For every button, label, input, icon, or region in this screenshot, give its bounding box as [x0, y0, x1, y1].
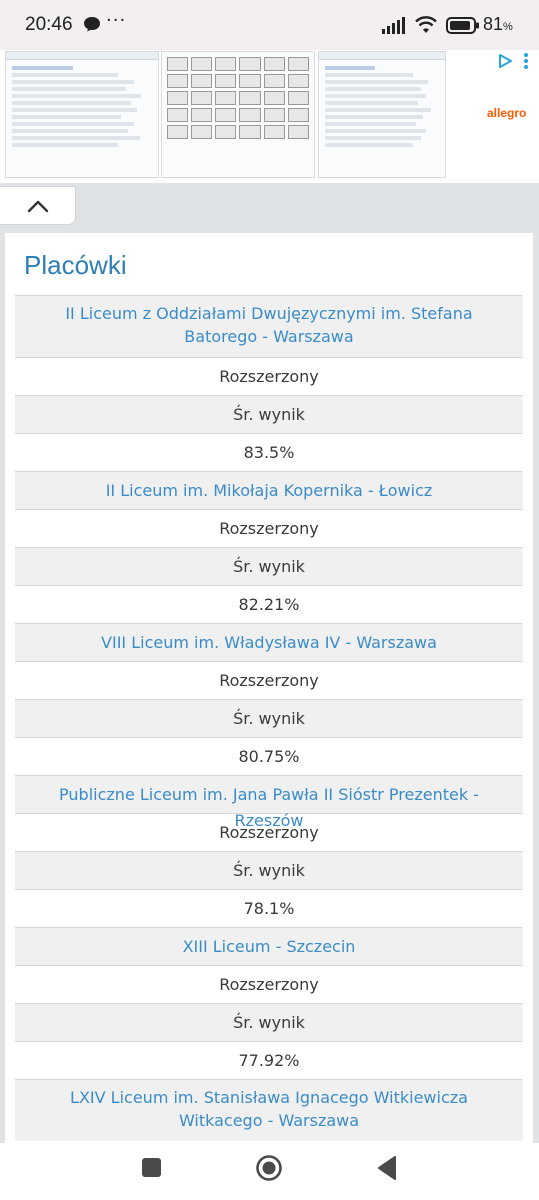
- level-cell: Rozszerzony: [15, 965, 523, 1003]
- chat-notification-icon: [84, 17, 100, 32]
- school-name-link[interactable]: Publiczne Liceum im. Jana Pawła II Sióst…: [15, 775, 523, 830]
- score-cell: 78.1%: [15, 889, 523, 927]
- wifi-icon: [415, 16, 437, 33]
- more-notifications-icon: ···: [106, 10, 127, 31]
- ad-banner[interactable]: allegro: [0, 50, 539, 183]
- status-time: 20:46: [25, 14, 73, 35]
- back-button[interactable]: [376, 1155, 398, 1181]
- school-name-link[interactable]: II Liceum im. Mikołaja Kopernika - Łowic…: [15, 471, 523, 509]
- school-name-link[interactable]: LXIV Liceum im. Stanisława Ignacego Witk…: [15, 1079, 523, 1141]
- schools-card: Placówki II Liceum z Oddziałami Dwujęzyc…: [5, 233, 533, 1143]
- level-cell: Rozszerzony: [15, 357, 523, 395]
- score-cell: 83.5%: [15, 433, 523, 471]
- home-button[interactable]: [255, 1154, 283, 1182]
- metric-label-cell: Śr. wynik: [15, 851, 523, 889]
- level-cell: Rozszerzony: [15, 509, 523, 547]
- metric-label-cell: Śr. wynik: [15, 1003, 523, 1041]
- collapse-area: [0, 183, 539, 233]
- score-cell: 82.21%: [15, 585, 523, 623]
- metric-label-cell: Śr. wynik: [15, 395, 523, 433]
- battery-percent: 81%: [483, 14, 513, 34]
- signal-icon: [382, 17, 405, 34]
- schools-table: II Liceum z Oddziałami Dwujęzycznymi im.…: [15, 295, 523, 1141]
- vertical-dots-icon[interactable]: [521, 52, 531, 70]
- status-bar: 20:46 ··· 81%: [0, 0, 539, 50]
- system-nav-bar: [0, 1143, 539, 1200]
- school-name-link[interactable]: XIII Liceum - Szczecin: [15, 927, 523, 965]
- metric-label-cell: Śr. wynik: [15, 547, 523, 585]
- page-title: Placówki: [24, 250, 127, 280]
- collapse-ad-button[interactable]: [0, 186, 76, 225]
- metric-label-cell: Śr. wynik: [15, 699, 523, 737]
- score-cell: 77.92%: [15, 1041, 523, 1079]
- ad-brand-logo[interactable]: allegro: [487, 106, 527, 120]
- level-cell: Rozszerzony: [15, 813, 523, 851]
- ad-product-image[interactable]: [161, 51, 315, 178]
- battery-icon: [446, 17, 479, 34]
- school-name-link[interactable]: VIII Liceum im. Władysława IV - Warszawa: [15, 623, 523, 661]
- chevron-up-icon: [27, 200, 49, 213]
- level-cell: Rozszerzony: [15, 661, 523, 699]
- ad-choices-icon[interactable]: [497, 53, 513, 69]
- recent-apps-button[interactable]: [142, 1158, 161, 1177]
- score-cell: 80.75%: [15, 737, 523, 775]
- school-name-link[interactable]: II Liceum z Oddziałami Dwujęzycznymi im.…: [15, 295, 523, 357]
- ad-product-image[interactable]: [318, 51, 446, 178]
- ad-product-image[interactable]: [5, 51, 159, 178]
